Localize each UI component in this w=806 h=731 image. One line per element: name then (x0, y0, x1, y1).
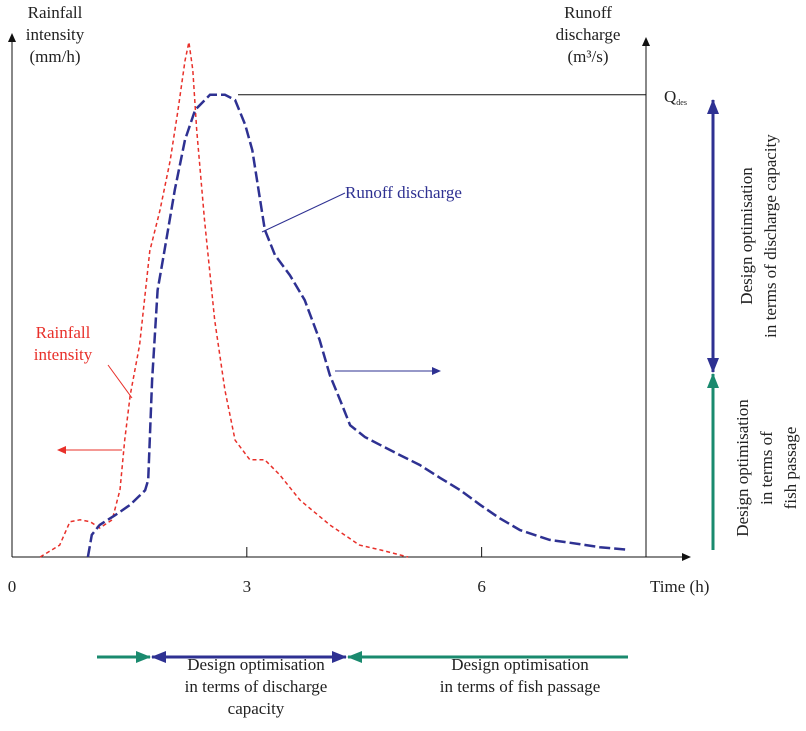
data-line (86, 93, 629, 558)
x-tick-label: 3 (243, 577, 252, 596)
side-label: Design optimisation in terms of discharge… (737, 134, 780, 338)
y-axis-label: Rainfall intensity (mm/h) (26, 3, 85, 66)
bottom-label-line: Design optimisation (187, 655, 325, 674)
bottom-label-line: capacity (228, 699, 285, 718)
x-axis-label: Time (h) (650, 577, 709, 596)
series-label-word: Rainfall (36, 323, 91, 342)
side-label-line: Design optimisation (737, 167, 756, 305)
series-label: Runoff discharge (345, 183, 462, 202)
runoff-leader (261, 192, 346, 233)
reference-subscript: des (676, 98, 687, 107)
bottom-label: Design optimisation in terms of fish pass… (440, 655, 601, 696)
series-label: Rainfall intensity (34, 323, 93, 364)
side-label: Design optimisation in terms of fish passa… (733, 399, 800, 537)
reference-symbol: Q (664, 87, 676, 106)
y2-axis-label-line: discharge (556, 25, 621, 44)
x-tick-label: 6 (477, 577, 486, 596)
x-tick-label: 0 (8, 577, 17, 596)
bottom-label-line: Design optimisation (451, 655, 589, 674)
y-axis-label-line: intensity (26, 25, 85, 44)
side-label-line: fish passage (781, 427, 800, 510)
rainfall-leader (107, 364, 133, 399)
side-label-line: in terms of (757, 431, 776, 505)
bottom-label-line: in terms of discharge (185, 677, 328, 696)
side-label-line: Design optimisation (733, 399, 752, 537)
data-line (39, 41, 409, 558)
series-label-word: intensity (34, 345, 93, 364)
y-axis-label-line: Rainfall (28, 3, 83, 22)
flow-arrows (57, 99, 719, 663)
reference-label: Qdes (664, 87, 687, 107)
bottom-label-line: in terms of fish passage (440, 677, 601, 696)
y-axis-label-line: (mm/h) (30, 47, 81, 66)
y2-axis-label-line: Runoff (564, 3, 612, 22)
y2-axis-label-line: (m³/s) (568, 47, 609, 66)
y2-axis-label: Runoff discharge (m³/s) (556, 3, 621, 66)
axes (7, 33, 691, 561)
bottom-label: Design optimisation in terms of discharge… (185, 655, 328, 718)
side-label-line: in terms of discharge capacity (761, 134, 780, 338)
